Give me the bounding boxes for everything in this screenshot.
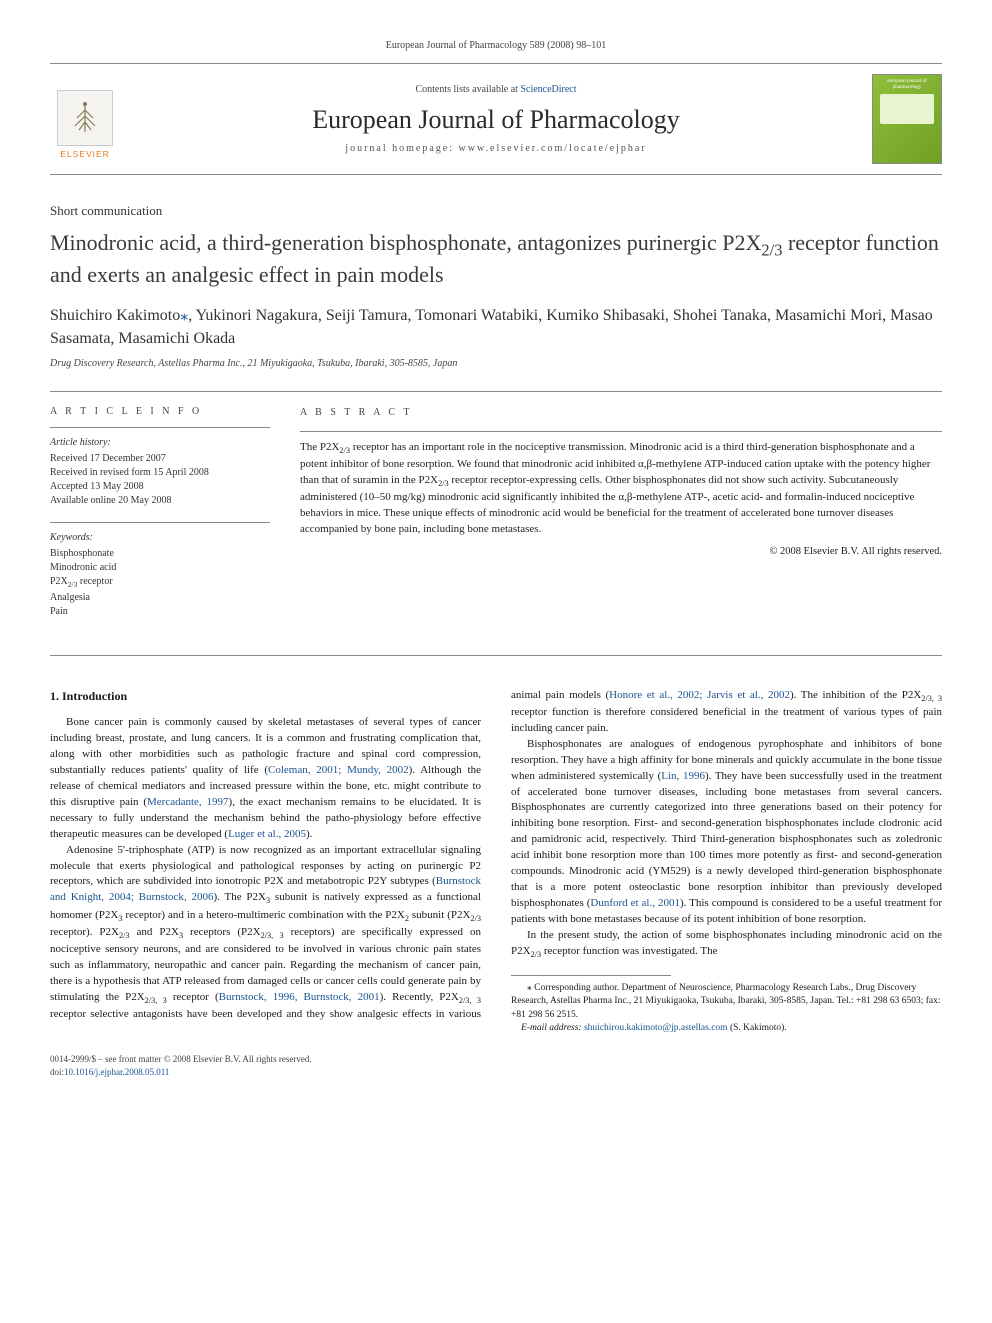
author-first: Shuichiro Kakimoto <box>50 307 180 324</box>
affiliation: Drug Discovery Research, Astellas Pharma… <box>50 358 942 369</box>
article-type: Short communication <box>50 203 942 219</box>
contents-line: Contents lists available at ScienceDirec… <box>120 84 872 95</box>
email-label: E-mail address: <box>521 1023 584 1033</box>
keyword: Minodronic acid <box>50 561 270 575</box>
citation[interactable]: Honore et al., 2002; Jarvis et al., 2002 <box>609 689 790 701</box>
doi-line: doi:10.1016/j.ejphar.2008.05.011 <box>50 1066 942 1079</box>
journal-reference: European Journal of Pharmacology 589 (20… <box>50 40 942 51</box>
history-accepted: Accepted 13 May 2008 <box>50 480 270 494</box>
journal-header: ELSEVIER Contents lists available at Sci… <box>50 63 942 175</box>
history-online: Available online 20 May 2008 <box>50 494 270 508</box>
intro-p3: Bisphosphonates are analogues of endogen… <box>511 737 942 928</box>
keywords-block: Keywords: Bisphosphonate Minodronic acid… <box>50 531 270 619</box>
abstract-rule <box>300 431 942 432</box>
body-text: 1. Introduction Bone cancer pain is comm… <box>50 688 942 1036</box>
info-rule <box>50 427 270 428</box>
front-matter: 0014-2999/$ – see front matter © 2008 El… <box>50 1053 942 1066</box>
cover-thumb-title: european journal of pharmacology <box>877 79 937 90</box>
intro-heading: 1. Introduction <box>50 688 481 705</box>
citation[interactable]: Luger et al., 2005 <box>228 828 306 840</box>
header-center: Contents lists available at ScienceDirec… <box>120 84 872 154</box>
intro-p1: Bone cancer pain is commonly caused by s… <box>50 715 481 843</box>
article-history: Article history: Received 17 December 20… <box>50 436 270 508</box>
title-sub: 2/3 <box>761 240 782 259</box>
elsevier-logo: ELSEVIER <box>50 79 120 159</box>
citation[interactable]: Coleman, 2001; Mundy, 2002 <box>268 764 409 776</box>
abstract-label: A B S T R A C T <box>300 406 942 421</box>
journal-name: European Journal of Pharmacology <box>120 105 872 135</box>
abstract-text: The P2X2/3 receptor has an important rol… <box>300 440 942 538</box>
abstract-copyright: © 2008 Elsevier B.V. All rights reserved… <box>300 544 942 559</box>
citation[interactable]: Burnstock, 1996, Burnstock, 2001 <box>219 991 380 1003</box>
elsevier-tree-icon <box>57 90 113 146</box>
keyword: Analgesia <box>50 591 270 605</box>
citation[interactable]: Lin, 1996 <box>661 770 705 782</box>
keyword: P2X2/3 receptor <box>50 575 270 591</box>
history-revised: Received in revised form 15 April 2008 <box>50 466 270 480</box>
citation[interactable]: Dunford et al., 2001 <box>590 897 680 909</box>
article-info-column: A R T I C L E I N F O Article history: R… <box>50 406 270 633</box>
corresponding-footnote: ⁎ Corresponding author. Department of Ne… <box>511 982 942 1022</box>
sciencedirect-link[interactable]: ScienceDirect <box>520 84 576 95</box>
intro-p4: In the present study, the action of some… <box>511 928 942 961</box>
keywords-label: Keywords: <box>50 531 270 545</box>
history-label: Article history: <box>50 436 270 450</box>
email-footnote: E-mail address: shuichirou.kakimoto@jp.a… <box>511 1022 942 1035</box>
keywords-rule <box>50 522 270 523</box>
keyword: Pain <box>50 605 270 619</box>
info-abstract-row: A R T I C L E I N F O Article history: R… <box>50 391 942 656</box>
contents-prefix: Contents lists available at <box>415 84 520 95</box>
footnote-rule <box>511 975 671 976</box>
abstract-column: A B S T R A C T The P2X2/3 receptor has … <box>300 406 942 633</box>
page-footer: 0014-2999/$ – see front matter © 2008 El… <box>50 1053 942 1078</box>
journal-cover-thumb: european journal of pharmacology <box>872 74 942 164</box>
article-info-label: A R T I C L E I N F O <box>50 406 270 417</box>
email-suffix: (S. Kakimoto). <box>728 1023 787 1033</box>
publisher-name: ELSEVIER <box>60 149 110 159</box>
authors: Shuichiro Kakimoto⁎, Yukinori Nagakura, … <box>50 305 942 350</box>
citation[interactable]: Mercadante, 1997 <box>147 796 229 808</box>
cover-thumb-image <box>880 94 934 124</box>
email-link[interactable]: shuichirou.kakimoto@jp.astellas.com <box>584 1023 728 1033</box>
keyword: Bisphosphonate <box>50 547 270 561</box>
article-title: Minodronic acid, a third-generation bisp… <box>50 229 942 289</box>
history-received: Received 17 December 2007 <box>50 452 270 466</box>
publisher-block: ELSEVIER <box>50 79 120 159</box>
doi-link[interactable]: 10.1016/j.ejphar.2008.05.011 <box>64 1067 169 1077</box>
homepage-line: journal homepage: www.elsevier.com/locat… <box>120 143 872 154</box>
title-part1: Minodronic acid, a third-generation bisp… <box>50 230 761 255</box>
